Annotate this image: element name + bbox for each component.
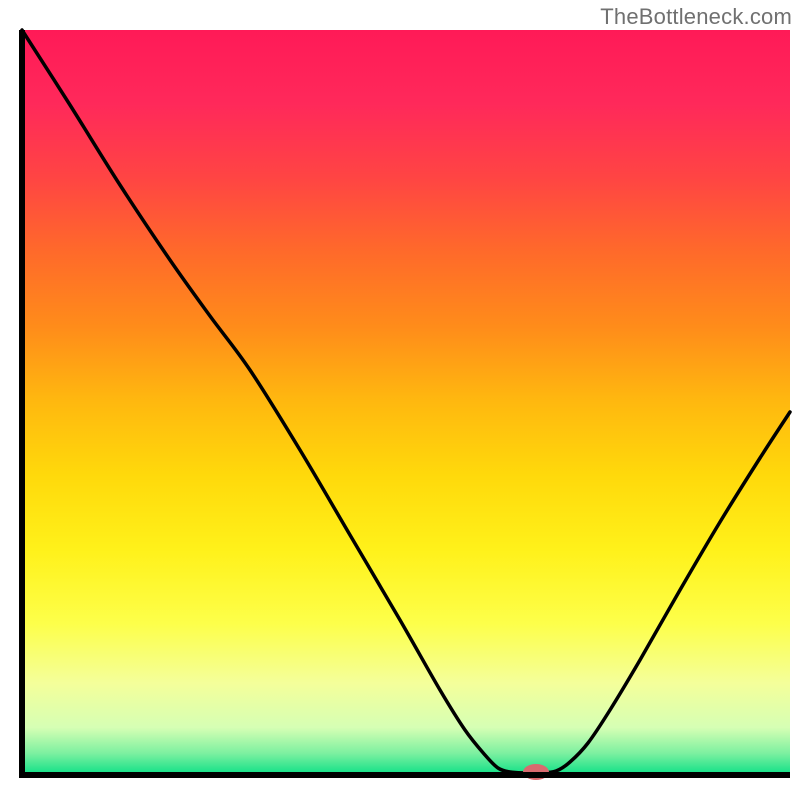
bottleneck-chart [0, 0, 800, 800]
gradient-background [25, 30, 790, 772]
watermark-text: TheBottleneck.com [600, 4, 792, 30]
chart-container: TheBottleneck.com [0, 0, 800, 800]
